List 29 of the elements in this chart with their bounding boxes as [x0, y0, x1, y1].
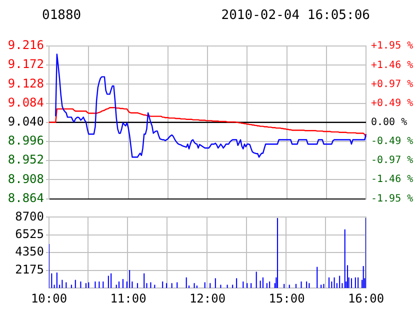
- y2-tick-label: -1.46 %: [371, 174, 414, 186]
- x-tick-label: 10:00: [30, 291, 68, 306]
- y-tick-label: 4350: [15, 244, 44, 259]
- y-tick-label: 9.128: [8, 76, 44, 90]
- y-tick-label: 8.864: [8, 190, 44, 205]
- y2-tick-label: -1.95 %: [371, 193, 414, 204]
- chart-title: 01880: [42, 8, 82, 23]
- x-tick-label: 16:00: [348, 291, 384, 306]
- y2-tick-label: +1.95 %: [371, 40, 414, 52]
- y-tick-label: 8.908: [8, 172, 44, 186]
- y2-tick-label: +1.46 %: [371, 60, 414, 71]
- y-tick-label: 8.996: [8, 134, 44, 148]
- y2-tick-label: +0.97 %: [371, 78, 414, 90]
- y-tick-label: 8.952: [8, 152, 44, 167]
- x-tick-label: 12:00: [189, 291, 226, 306]
- x-tick-label: 15:00: [268, 291, 305, 306]
- y-tick-label: 6525: [15, 227, 44, 242]
- y2-tick-label: -0.49 %: [371, 136, 414, 148]
- y-tick-label: 8700: [15, 209, 44, 224]
- x-tick-label: 11:00: [110, 291, 146, 306]
- text: 2010-02-04 16:05:06: [221, 8, 370, 23]
- y-tick-label: 9.084: [8, 95, 44, 110]
- y-tick-label: 9.172: [8, 57, 44, 72]
- y-tick-label: 9.216: [8, 38, 44, 52]
- y-tick-label: 9.040: [8, 114, 44, 129]
- y2-tick-label: -0.97 %: [371, 155, 414, 166]
- y2-tick-label: 0.00 %: [371, 116, 408, 128]
- y2-tick-label: +0.49 %: [371, 98, 414, 109]
- y-tick-label: 2175: [15, 262, 44, 276]
